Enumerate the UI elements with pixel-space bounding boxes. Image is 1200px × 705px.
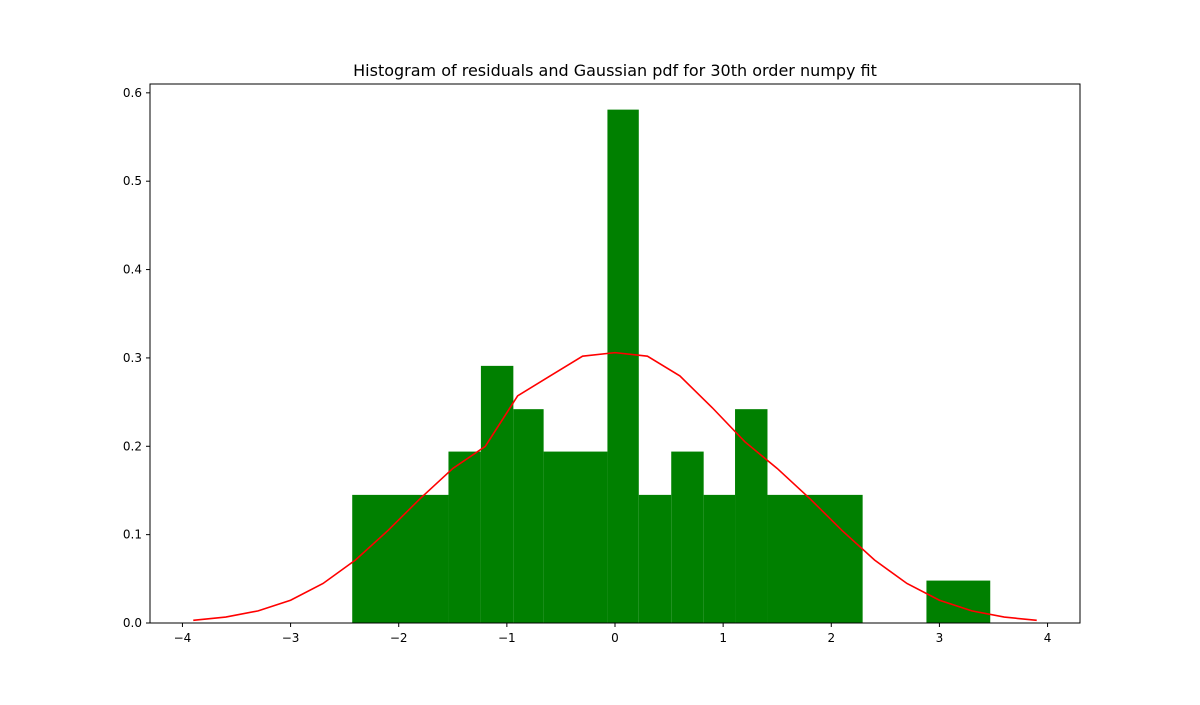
histogram-bar-2 [480, 365, 514, 623]
x-tick-label: 4 [1044, 631, 1052, 645]
x-tick-label: −4 [174, 631, 192, 645]
y-tick-label: 0.5 [123, 174, 142, 188]
y-axis-ticks: 0.0 0.1 0.2 0.3 0.4 0.5 0.6 [123, 86, 150, 630]
histogram-bar-3 [513, 409, 544, 623]
x-tick-label: −2 [390, 631, 408, 645]
gaussian-curve-layer [193, 351, 1037, 622]
x-axis-ticks: −4 −3 −2 −1 0 1 2 3 4 [174, 623, 1052, 645]
x-tick-label: −3 [282, 631, 300, 645]
y-tick-label: 0.0 [123, 616, 142, 630]
y-tick-label: 0.4 [123, 263, 142, 277]
y-tick-label: 0.3 [123, 351, 142, 365]
x-tick-label: 2 [827, 631, 835, 645]
gaussian-pdf-line [193, 351, 1037, 622]
chart-title: Histogram of residuals and Gaussian pdf … [353, 61, 877, 80]
histogram-bar-8 [703, 494, 736, 623]
histogram-bar-7 [671, 451, 704, 623]
y-tick-label: 0.2 [123, 439, 142, 453]
y-tick-label: 0.6 [123, 86, 142, 100]
x-tick-label: −1 [498, 631, 516, 645]
histogram-bar-1 [448, 451, 481, 623]
histogram-bar-10 [767, 494, 863, 623]
histogram-bar-6 [638, 494, 672, 623]
x-tick-label: 1 [719, 631, 727, 645]
histogram-bar-9 [735, 409, 768, 623]
histogram-bar-5 [607, 109, 639, 624]
x-tick-label: 0 [611, 631, 619, 645]
histogram-bar-4 [543, 451, 608, 623]
x-tick-label: 3 [936, 631, 944, 645]
histogram-bar-12 [926, 580, 991, 623]
histogram-bar-0 [352, 494, 449, 623]
histogram-bars [352, 109, 991, 624]
y-tick-label: 0.1 [123, 528, 142, 542]
